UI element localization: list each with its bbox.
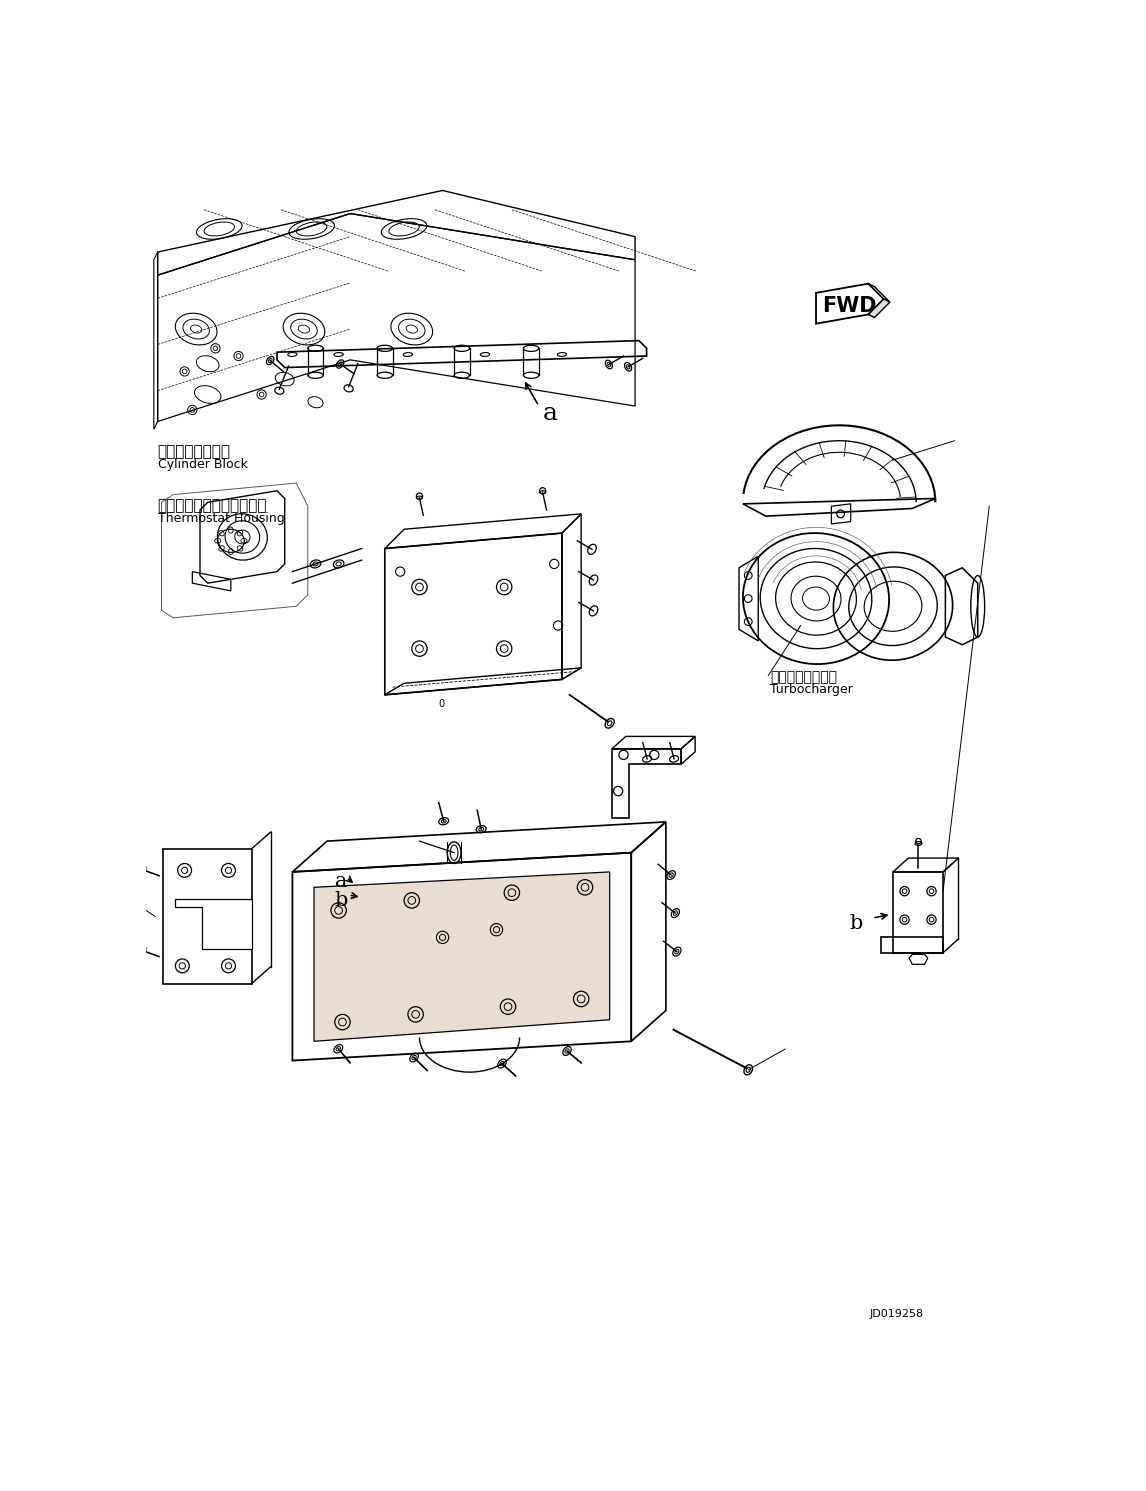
Polygon shape xyxy=(869,283,890,303)
Text: シリンダブロック: シリンダブロック xyxy=(158,444,230,459)
Text: a: a xyxy=(543,403,558,425)
Polygon shape xyxy=(816,283,884,324)
Text: Turbocharger: Turbocharger xyxy=(770,683,853,696)
Text: ターボチャージャ: ターボチャージャ xyxy=(770,669,837,684)
Text: FWD: FWD xyxy=(822,295,877,316)
Text: JD019258: JD019258 xyxy=(870,1309,924,1320)
Polygon shape xyxy=(869,300,890,318)
Polygon shape xyxy=(314,872,610,1041)
Polygon shape xyxy=(174,899,252,948)
Text: a: a xyxy=(335,872,347,892)
Text: Cylinder Block: Cylinder Block xyxy=(158,458,248,471)
Text: 0: 0 xyxy=(439,699,445,708)
Text: b: b xyxy=(849,914,863,933)
Text: b: b xyxy=(335,892,348,910)
Text: サーモスタットハウジング: サーモスタットハウジング xyxy=(158,498,267,513)
Text: Thermostat Housing: Thermostat Housing xyxy=(158,511,284,525)
